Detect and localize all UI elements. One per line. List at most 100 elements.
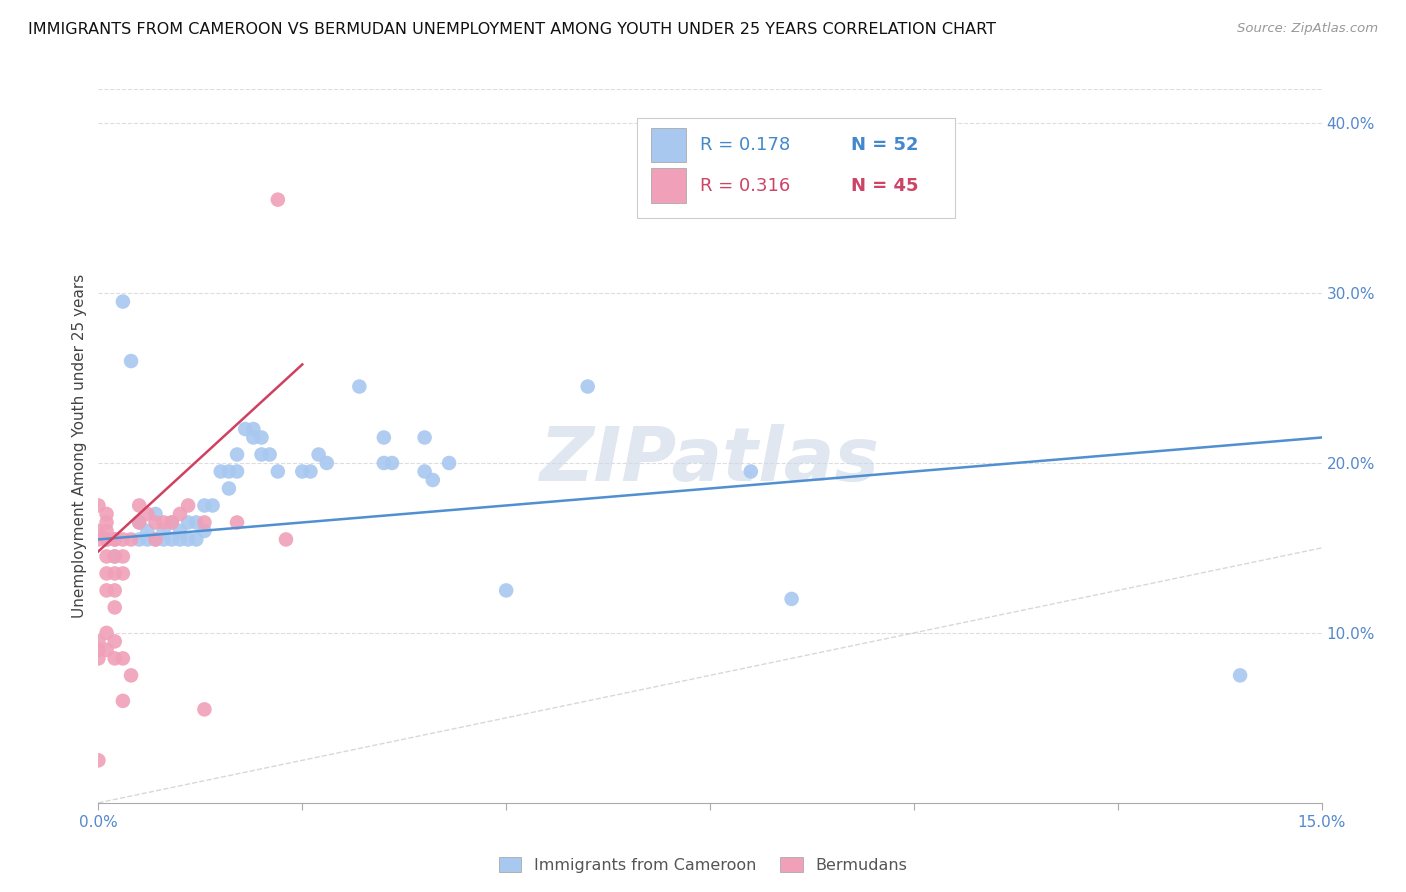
Y-axis label: Unemployment Among Youth under 25 years: Unemployment Among Youth under 25 years — [72, 274, 87, 618]
Point — [169, 533, 191, 547]
Point — [177, 499, 200, 513]
Point — [740, 465, 762, 479]
Point — [152, 533, 174, 547]
Point — [145, 507, 167, 521]
Point — [96, 516, 118, 530]
Point — [193, 499, 215, 513]
Point — [104, 549, 127, 564]
Point — [381, 456, 404, 470]
Point — [128, 516, 150, 530]
Point — [349, 379, 371, 393]
Point — [145, 533, 167, 547]
Point — [242, 430, 264, 444]
Point — [186, 516, 208, 530]
Point — [152, 524, 174, 538]
Point — [218, 482, 240, 496]
Point — [104, 651, 127, 665]
Point — [160, 516, 183, 530]
Point — [413, 430, 436, 444]
FancyBboxPatch shape — [637, 118, 955, 218]
Point — [111, 651, 134, 665]
Point — [218, 465, 240, 479]
Point — [128, 499, 150, 513]
Point — [299, 465, 322, 479]
Point — [120, 668, 142, 682]
Legend: Immigrants from Cameroon, Bermudans: Immigrants from Cameroon, Bermudans — [492, 851, 914, 880]
Point — [373, 456, 395, 470]
Point — [160, 516, 183, 530]
Point — [87, 651, 110, 665]
Point — [104, 566, 127, 581]
Point — [104, 533, 127, 547]
Point — [193, 524, 215, 538]
Point — [111, 533, 134, 547]
Point — [136, 507, 159, 521]
Point — [242, 422, 264, 436]
Point — [96, 566, 118, 581]
Point — [96, 643, 118, 657]
Point — [291, 465, 314, 479]
Point — [87, 499, 110, 513]
Point — [136, 533, 159, 547]
Text: IMMIGRANTS FROM CAMEROON VS BERMUDAN UNEMPLOYMENT AMONG YOUTH UNDER 25 YEARS COR: IMMIGRANTS FROM CAMEROON VS BERMUDAN UNE… — [28, 22, 995, 37]
Point — [104, 533, 127, 547]
Point — [413, 465, 436, 479]
Text: N = 52: N = 52 — [851, 136, 918, 153]
Point — [177, 516, 200, 530]
Point — [111, 694, 134, 708]
Point — [226, 465, 249, 479]
Point — [96, 524, 118, 538]
Point — [87, 533, 110, 547]
Point — [576, 379, 599, 393]
Text: Source: ZipAtlas.com: Source: ZipAtlas.com — [1237, 22, 1378, 36]
Point — [120, 533, 142, 547]
Point — [437, 456, 460, 470]
Point — [120, 354, 142, 368]
Point — [422, 473, 444, 487]
Point — [145, 533, 167, 547]
Point — [96, 533, 118, 547]
Point — [104, 549, 127, 564]
Point — [145, 516, 167, 530]
Point — [128, 533, 150, 547]
Point — [495, 583, 517, 598]
Point — [233, 422, 256, 436]
Point — [87, 643, 110, 657]
Text: R = 0.316: R = 0.316 — [700, 177, 790, 194]
Point — [169, 524, 191, 538]
Point — [128, 516, 150, 530]
Point — [87, 753, 110, 767]
Point — [250, 448, 273, 462]
Point — [96, 626, 118, 640]
Point — [274, 533, 297, 547]
Point — [96, 533, 118, 547]
Point — [96, 507, 118, 521]
Point — [373, 430, 395, 444]
Point — [250, 430, 273, 444]
Point — [160, 533, 183, 547]
Point — [226, 448, 249, 462]
Text: N = 45: N = 45 — [851, 177, 918, 194]
Point — [104, 634, 127, 648]
Point — [267, 193, 290, 207]
Point — [259, 448, 281, 462]
Point — [780, 591, 803, 606]
Point — [193, 516, 215, 530]
Text: R = 0.178: R = 0.178 — [700, 136, 790, 153]
Point — [96, 583, 118, 598]
Point — [87, 524, 110, 538]
Point — [308, 448, 330, 462]
Point — [104, 600, 127, 615]
Point — [186, 533, 208, 547]
Point — [177, 533, 200, 547]
Point — [136, 524, 159, 538]
Point — [169, 507, 191, 521]
Point — [267, 465, 290, 479]
Point — [193, 702, 215, 716]
Point — [111, 294, 134, 309]
Point — [315, 456, 337, 470]
Point — [104, 583, 127, 598]
Point — [111, 549, 134, 564]
Point — [201, 499, 224, 513]
Text: ZIPatlas: ZIPatlas — [540, 424, 880, 497]
